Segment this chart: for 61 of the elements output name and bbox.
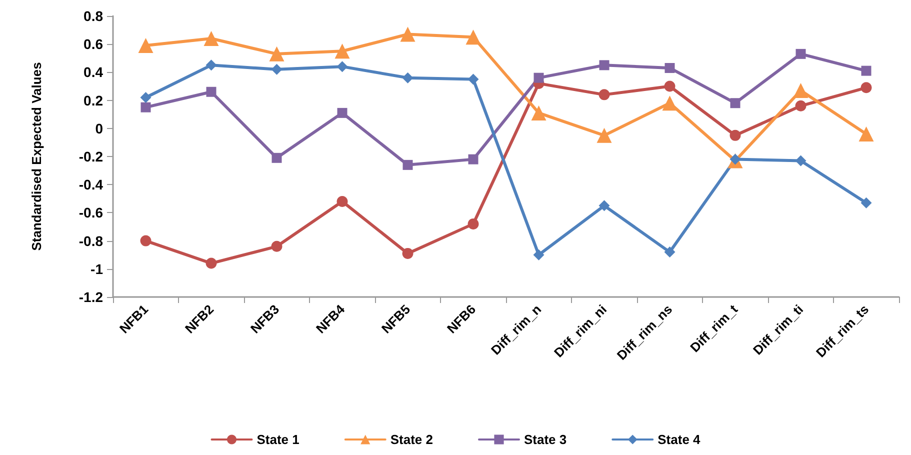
point bbox=[664, 80, 676, 92]
point bbox=[664, 62, 675, 73]
point bbox=[860, 197, 872, 208]
point bbox=[140, 102, 151, 112]
point bbox=[271, 64, 282, 75]
point bbox=[533, 249, 544, 260]
point bbox=[138, 38, 154, 54]
y-tick-label: 0.2 bbox=[84, 92, 104, 108]
point bbox=[730, 130, 741, 141]
y-tick-label: -0.6 bbox=[78, 204, 104, 221]
point bbox=[468, 218, 479, 230]
y-tick-label: -0.8 bbox=[78, 232, 104, 249]
point bbox=[140, 235, 152, 246]
point bbox=[269, 46, 284, 62]
y-tick-label: 0 bbox=[95, 120, 104, 136]
legend-label: State 3 bbox=[524, 432, 567, 447]
point bbox=[861, 66, 872, 76]
y-tick-label: 0.4 bbox=[84, 64, 104, 80]
point bbox=[272, 152, 282, 163]
point bbox=[795, 155, 806, 166]
point bbox=[860, 82, 872, 94]
point bbox=[336, 196, 348, 207]
y-tick-label: 0.8 bbox=[84, 8, 104, 24]
point bbox=[858, 126, 874, 142]
point bbox=[337, 108, 348, 118]
point bbox=[534, 72, 544, 83]
point bbox=[662, 96, 678, 111]
point bbox=[334, 44, 350, 59]
point bbox=[206, 258, 217, 269]
point bbox=[204, 30, 219, 46]
point bbox=[599, 60, 610, 70]
point bbox=[664, 246, 676, 258]
point bbox=[793, 82, 808, 98]
legend-label: State 1 bbox=[256, 432, 300, 447]
legend-label: State 2 bbox=[390, 432, 434, 447]
point bbox=[206, 86, 216, 97]
point bbox=[402, 72, 414, 84]
point bbox=[336, 61, 348, 72]
y-tick-label: -1.2 bbox=[78, 289, 104, 305]
point bbox=[468, 74, 479, 85]
y-axis-title: Standardised Expected Values bbox=[29, 62, 44, 251]
point bbox=[596, 128, 612, 143]
legend-label: State 4 bbox=[658, 432, 702, 447]
point bbox=[531, 105, 546, 120]
point bbox=[271, 240, 282, 252]
point bbox=[206, 60, 217, 71]
point bbox=[400, 26, 416, 42]
y-tick-label: -0.2 bbox=[78, 148, 104, 164]
point bbox=[466, 30, 481, 45]
y-tick-label: -1 bbox=[90, 260, 104, 277]
point bbox=[598, 200, 610, 212]
point bbox=[730, 98, 740, 108]
point bbox=[796, 48, 806, 59]
point bbox=[468, 154, 478, 164]
point bbox=[598, 89, 610, 100]
point bbox=[402, 248, 414, 259]
y-tick-label: -0.4 bbox=[78, 176, 104, 193]
point bbox=[795, 100, 806, 112]
point bbox=[402, 160, 413, 170]
point bbox=[140, 92, 152, 103]
y-tick-label: 0.6 bbox=[84, 36, 104, 52]
